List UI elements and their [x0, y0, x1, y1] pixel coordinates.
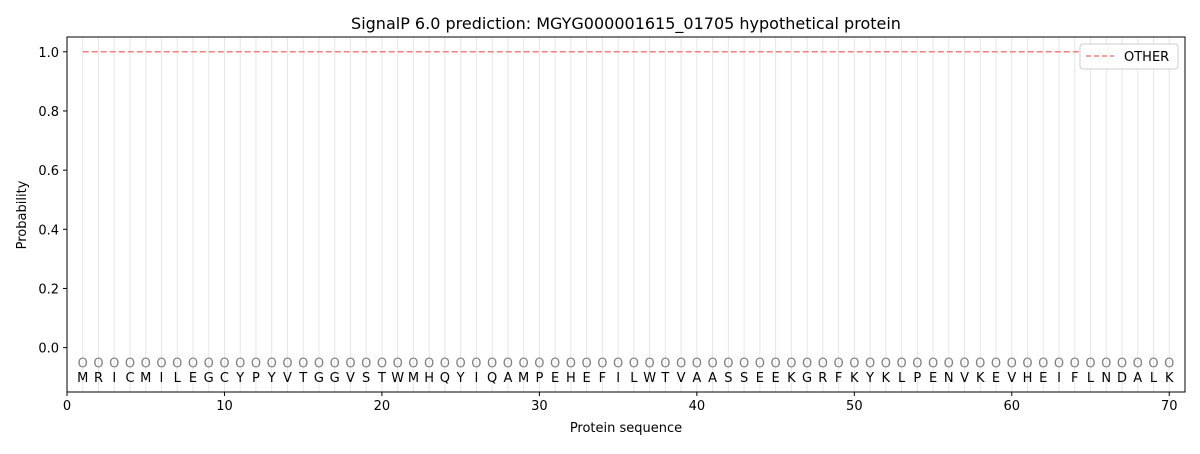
- residue-label: F: [835, 371, 842, 386]
- residue-label: I: [112, 371, 116, 386]
- predicted-label-markers: OOOOOOOOOOOOOOOOOOOOOOOOOOOOOOOOOOOOOOOO…: [78, 356, 1175, 371]
- residue-label: I: [160, 371, 164, 386]
- residue-label: E: [771, 371, 779, 386]
- y-tick-label: 0.0: [38, 342, 59, 357]
- residue-label: V: [1007, 371, 1016, 386]
- residue-label: L: [1087, 371, 1095, 386]
- residue-label: M: [140, 371, 151, 386]
- residue-label: A: [1133, 371, 1142, 386]
- residue-label: L: [174, 371, 182, 386]
- y-ticks: 0.0 0.2 0.4 0.6 0.8 1.0: [38, 46, 67, 357]
- residue-label: Y: [865, 371, 874, 386]
- residue-label: P: [535, 371, 543, 386]
- residue-label: A: [708, 371, 717, 386]
- x-tick-label: 20: [374, 399, 391, 414]
- residue-label: L: [898, 371, 906, 386]
- chart-title: SignalP 6.0 prediction: MGYG000001615_01…: [351, 14, 901, 34]
- y-tick-label: 0.4: [38, 223, 59, 238]
- x-tick-label: 70: [1161, 399, 1178, 414]
- residue-label: E: [583, 371, 591, 386]
- residue-label: K: [882, 371, 891, 386]
- residue-label: Y: [267, 371, 276, 386]
- x-axis-label: Protein sequence: [570, 421, 682, 436]
- residue-label: P: [913, 371, 921, 386]
- residue-label: F: [599, 371, 606, 386]
- residue-label: V: [283, 371, 292, 386]
- residue-label: K: [787, 371, 796, 386]
- residue-label: W: [643, 371, 656, 386]
- residue-label: Y: [235, 371, 244, 386]
- residue-label: L: [630, 371, 638, 386]
- residue-label: E: [1039, 371, 1047, 386]
- residue-label: N: [944, 371, 954, 386]
- legend-box: [1079, 43, 1179, 70]
- residue-label: Y: [456, 371, 465, 386]
- residue-label: G: [204, 371, 214, 386]
- residue-label: T: [377, 371, 386, 386]
- x-tick-label: 40: [689, 399, 706, 414]
- residue-label: M: [77, 371, 88, 386]
- legend-label-other: OTHER: [1124, 50, 1169, 65]
- residue-label: S: [740, 371, 748, 386]
- residue-label: D: [1117, 371, 1127, 386]
- residue-label: S: [724, 371, 732, 386]
- residue-label: H: [424, 371, 434, 386]
- residue-label: C: [125, 371, 134, 386]
- x-tick-label: 60: [1004, 399, 1021, 414]
- residue-label: K: [850, 371, 859, 386]
- y-tick-label: 0.6: [38, 164, 59, 179]
- residue-label: Q: [487, 371, 497, 386]
- residue-label: N: [1101, 371, 1111, 386]
- plot-frame: [66, 36, 1186, 393]
- residue-label: K: [976, 371, 985, 386]
- x-tick-label: 0: [63, 399, 71, 414]
- y-axis-label: Probability: [15, 180, 30, 249]
- residue-label: G: [330, 371, 340, 386]
- residue-label: I: [1057, 371, 1061, 386]
- residue-label: H: [566, 371, 576, 386]
- legend: OTHER: [1079, 43, 1179, 70]
- residue-label: I: [474, 371, 478, 386]
- residue-label: P: [252, 371, 260, 386]
- residue-label: Q: [440, 371, 450, 386]
- residue-label: W: [391, 371, 404, 386]
- residue-label: H: [1023, 371, 1033, 386]
- x-tick-label: 50: [846, 399, 863, 414]
- residue-label: T: [660, 371, 669, 386]
- residue-label: A: [503, 371, 512, 386]
- residue-label: K: [1165, 371, 1174, 386]
- residue-label: V: [677, 371, 686, 386]
- residue-label: R: [94, 371, 103, 386]
- y-tick-label: 0.2: [38, 282, 59, 297]
- x-tick-label: 10: [216, 399, 233, 414]
- residue-label: L: [1150, 371, 1158, 386]
- residue-label: G: [314, 371, 324, 386]
- residue-label: E: [929, 371, 937, 386]
- residue-label: E: [189, 371, 197, 386]
- residue-label: E: [992, 371, 1000, 386]
- residue-label: G: [802, 371, 812, 386]
- y-tick-label: 0.8: [38, 105, 59, 120]
- y-tick-label: 1.0: [38, 46, 59, 61]
- residue-label: F: [1071, 371, 1078, 386]
- residue-label: E: [756, 371, 764, 386]
- residue-label: T: [298, 371, 307, 386]
- residue-label: C: [220, 371, 229, 386]
- x-ticks: 0 10 20 30 40 50 60 70: [63, 392, 1178, 414]
- residue-label: E: [551, 371, 559, 386]
- residue-label: V: [960, 371, 969, 386]
- x-tick-label: 30: [531, 399, 548, 414]
- residue-label: M: [408, 371, 419, 386]
- grid-lines: [82, 37, 1170, 392]
- residue-label: A: [692, 371, 701, 386]
- residue-label: S: [362, 371, 370, 386]
- residue-label: R: [818, 371, 827, 386]
- residue-label: M: [518, 371, 529, 386]
- residue-label: V: [346, 371, 355, 386]
- residue-label: I: [616, 371, 620, 386]
